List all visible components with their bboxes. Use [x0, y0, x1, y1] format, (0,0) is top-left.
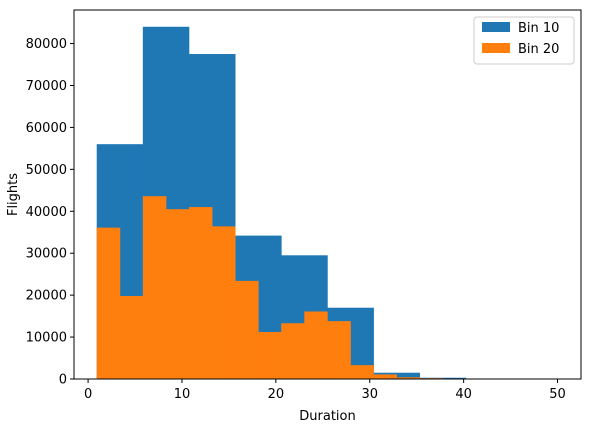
- ticks-layer: 0 10 20 30 40 50 0 10000 20000 30000 40000 50000 600…: [26, 37, 566, 402]
- bar-bin-20-13: [396, 377, 421, 379]
- y-tick-label: 40000: [26, 205, 67, 220]
- bar-bin-20-5: [212, 226, 236, 379]
- bar-bin-20-8: [281, 323, 305, 379]
- y-tick-label: 70000: [26, 79, 67, 94]
- bar-bin-20-9: [304, 311, 328, 379]
- x-tick-label: 40: [455, 387, 472, 402]
- legend: Bin 10 Bin 20: [473, 16, 575, 65]
- legend-label-bin-10: Bin 10: [518, 21, 559, 36]
- y-tick-label: 20000: [26, 289, 67, 304]
- x-tick-label: 20: [268, 387, 285, 402]
- bar-bin-20-10: [327, 321, 351, 379]
- plot-frame: [73, 9, 582, 380]
- y-tick-label: 30000: [26, 247, 67, 262]
- bar-bin-20-7: [258, 332, 282, 379]
- bar-bin-20-1: [119, 295, 144, 379]
- x-tick-label: 50: [549, 387, 566, 402]
- bar-bin-20-2: [142, 196, 167, 379]
- bar-bin-20-12: [373, 374, 397, 379]
- bar-bin-20-3: [165, 209, 190, 379]
- y-tick-label: 60000: [26, 121, 67, 136]
- x-axis-title: Duration: [299, 409, 355, 424]
- bars-layer: [96, 26, 559, 380]
- x-tick-label: 30: [361, 387, 378, 402]
- y-tick-label: 80000: [26, 37, 67, 52]
- bar-bin-20-0: [96, 227, 121, 379]
- bar-bin-20-4: [188, 207, 213, 379]
- legend-swatch-bin-10: [482, 22, 510, 32]
- legend-swatch-bin-20: [482, 43, 510, 53]
- bar-bin-20-11: [350, 365, 374, 379]
- legend-label-bin-20: Bin 20: [518, 42, 559, 57]
- y-tick-label: 10000: [26, 331, 67, 346]
- x-tick-label: 10: [174, 387, 191, 402]
- y-tick-label: 0: [59, 373, 67, 388]
- y-axis-title: Flights: [6, 173, 21, 216]
- y-tick-label: 50000: [26, 163, 67, 178]
- x-tick-label: 0: [84, 387, 92, 402]
- bar-bin-20-6: [235, 280, 259, 379]
